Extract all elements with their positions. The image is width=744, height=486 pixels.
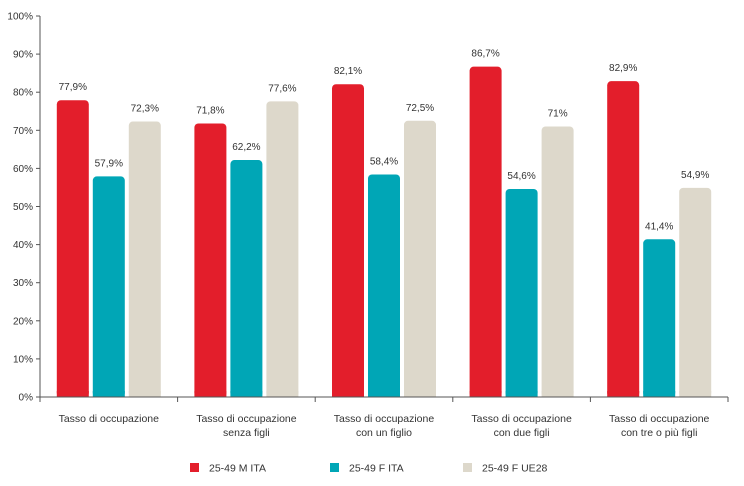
bar-value-label: 54,6%	[507, 171, 535, 182]
bar	[92, 176, 125, 397]
bar	[230, 160, 263, 397]
bar-base	[230, 391, 263, 397]
bar-value-label: 71,8%	[196, 105, 224, 116]
bars	[56, 66, 712, 398]
bar-value-label: 41,4%	[645, 221, 673, 232]
bar-value-label: 62,2%	[232, 142, 260, 153]
y-tick-label: 10%	[13, 354, 33, 365]
bar-value-label: 82,1%	[334, 66, 362, 77]
bar-value-label: 54,9%	[681, 170, 709, 181]
legend: 25-49 M ITA 25-49 F ITA 25-49 F UE28	[190, 463, 548, 475]
x-category-label: con un figlio	[356, 427, 412, 439]
bar	[128, 121, 161, 398]
x-category-label: Tasso di occupazione	[196, 413, 297, 425]
y-tick-label: 30%	[13, 278, 33, 289]
bar	[607, 81, 640, 397]
y-tick-label: 0%	[19, 393, 34, 404]
bar-base	[332, 391, 364, 397]
bar	[194, 123, 227, 397]
bar	[505, 188, 538, 397]
bar	[469, 66, 502, 397]
x-category-label: con tre o più figli	[621, 427, 697, 439]
x-category-label: Tasso di occupazione	[334, 413, 435, 425]
bar-base	[266, 391, 299, 397]
y-tick-label: 90%	[13, 50, 33, 61]
bar	[332, 84, 364, 397]
bar-base	[92, 391, 125, 397]
bar-base	[679, 391, 712, 397]
x-category-label: con due figli	[494, 427, 550, 439]
y-tick-label: 60%	[13, 164, 33, 175]
y-axis: 0% 10% 20% 30% 40% 50% 60% 70% 80% 90% 100%	[7, 12, 41, 404]
bar-base	[194, 391, 227, 397]
bar-value-label: 58,4%	[370, 156, 398, 167]
y-tick-label: 20%	[13, 316, 33, 327]
bar	[56, 100, 89, 398]
bar	[541, 126, 574, 398]
bar-value-label: 77,6%	[268, 83, 296, 94]
bar-value-label: 72,5%	[406, 103, 434, 114]
data-labels: 77,9% 57,9% 72,3% 71,8% 62,2% 77,6% 82,1% 58,4%…	[59, 49, 710, 233]
y-tick-label: 100%	[7, 12, 33, 23]
bar-base	[128, 391, 161, 397]
bar	[266, 101, 299, 398]
bar-base	[56, 391, 89, 397]
legend-label: 25-49 F UE28	[482, 463, 548, 475]
x-category-label: Tasso di occupazione	[609, 413, 710, 425]
legend-swatch	[463, 463, 472, 472]
legend-swatch	[190, 463, 199, 472]
legend-label: 25-49 F ITA	[349, 463, 404, 475]
bar-value-label: 71%	[548, 108, 568, 119]
bar-base	[541, 391, 574, 397]
bar-base	[404, 391, 436, 397]
y-tick-label: 40%	[13, 240, 33, 251]
bar-value-label: 86,7%	[471, 49, 499, 60]
bar	[643, 239, 676, 397]
bar	[679, 187, 712, 397]
bar-value-label: 82,9%	[609, 63, 637, 74]
bar-value-label: 77,9%	[59, 82, 87, 93]
bar	[404, 120, 436, 398]
y-tick-label: 80%	[13, 88, 33, 99]
x-category-label: Tasso di occupazione	[59, 413, 160, 425]
legend-label: 25-49 M ITA	[209, 463, 266, 475]
y-tick-label: 70%	[13, 126, 33, 137]
bar-value-label: 57,9%	[95, 158, 123, 169]
bar-base	[469, 391, 502, 397]
y-tick-label: 50%	[13, 202, 33, 213]
bar-base	[607, 391, 640, 397]
x-category-label: Tasso di occupazione	[471, 413, 572, 425]
x-category-label: senza figli	[223, 427, 270, 439]
bar-base	[643, 391, 676, 397]
bar-base	[505, 391, 538, 397]
bar-value-label: 72,3%	[131, 104, 159, 115]
legend-swatch	[330, 463, 339, 472]
bar-base	[368, 391, 400, 397]
x-axis: Tasso di occupazione Tasso di occupazione…	[39, 396, 729, 439]
bar	[368, 174, 400, 397]
